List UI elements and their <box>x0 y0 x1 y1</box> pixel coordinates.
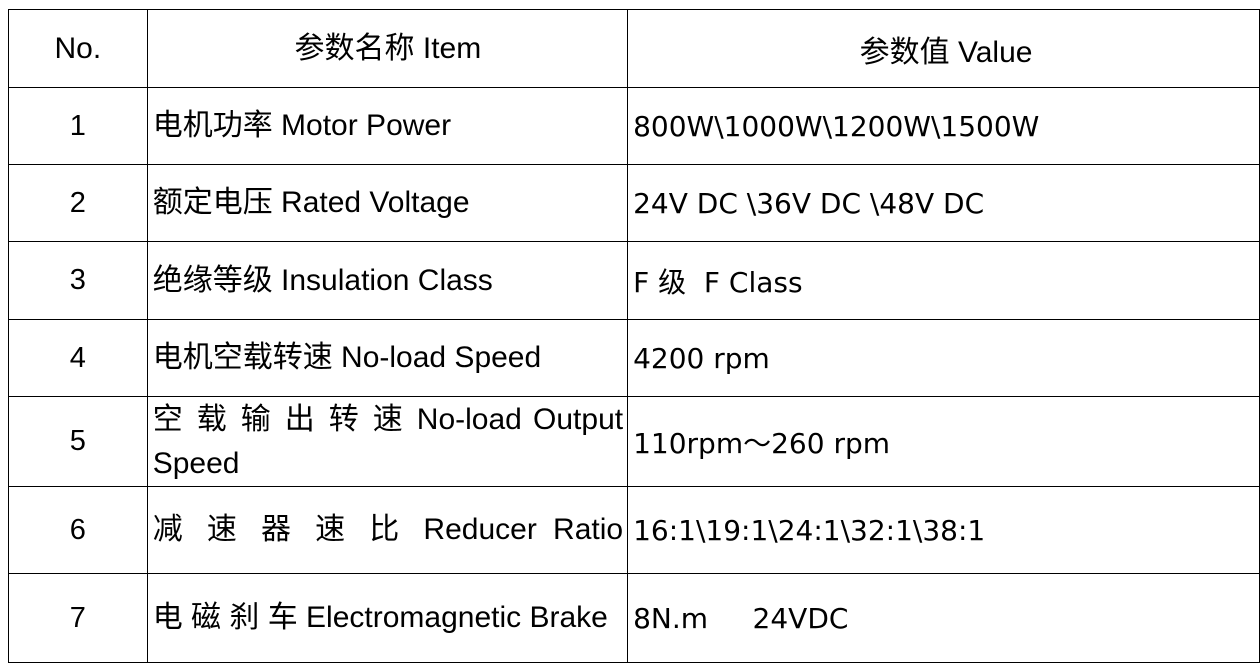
row-item: 电机功率 Motor Power <box>146 87 629 165</box>
row-no: 5 <box>8 396 148 487</box>
row-value: 24V DC \36V DC \48V DC <box>627 164 1260 242</box>
table-header-row: No. 参数名称 Item 参数值 Value <box>8 9 1260 88</box>
row-item: 电 磁 刹 车 Electromagnetic Brake <box>146 573 629 663</box>
row-item: 额定电压 Rated Voltage <box>146 164 629 242</box>
table-row: 1 电机功率 Motor Power 800W\1000W\1200W\1500… <box>8 87 1260 165</box>
header-no: No. <box>8 9 148 88</box>
row-no: 6 <box>8 486 148 574</box>
parameter-table: No. 参数名称 Item 参数值 Value 1 电机功率 Motor Pow… <box>8 9 1260 663</box>
row-item: 电机空载转速 No-load Speed <box>146 319 629 397</box>
table-row: 2 额定电压 Rated Voltage 24V DC \36V DC \48V… <box>8 164 1260 242</box>
row-no: 1 <box>8 87 148 165</box>
table-row: 4 电机空载转速 No-load Speed 4200 rpm <box>8 319 1260 397</box>
row-value: 8N.m 24VDC <box>627 573 1260 663</box>
table-row: 5 空 载 输 出 转 速 No-load Output Speed 110rp… <box>8 396 1260 487</box>
row-item: 减 速 器 速 比 Reducer Ratio <box>146 486 629 574</box>
row-no: 4 <box>8 319 148 397</box>
row-value: 4200 rpm <box>627 319 1260 397</box>
row-no: 7 <box>8 573 148 663</box>
row-item: 空 载 输 出 转 速 No-load Output Speed <box>146 396 629 487</box>
table-row: 7 电 磁 刹 车 Electromagnetic Brake 8N.m 24V… <box>8 573 1260 663</box>
table-row: 6 减 速 器 速 比 Reducer Ratio 16:1\19:1\24:1… <box>8 486 1260 574</box>
row-value: 800W\1000W\1200W\1500W <box>627 87 1260 165</box>
header-item: 参数名称 Item <box>146 9 629 88</box>
row-value: F 级 F Class <box>627 241 1260 320</box>
row-no: 2 <box>8 164 148 242</box>
header-value: 参数值 Value <box>627 9 1260 88</box>
row-item: 绝缘等级 Insulation Class <box>146 241 629 320</box>
row-no: 3 <box>8 241 148 320</box>
table-row: 3 绝缘等级 Insulation Class F 级 F Class <box>8 241 1260 320</box>
row-value: 16:1\19:1\24:1\32:1\38:1 <box>627 486 1260 574</box>
row-value: 110rpm～260 rpm <box>627 396 1260 487</box>
